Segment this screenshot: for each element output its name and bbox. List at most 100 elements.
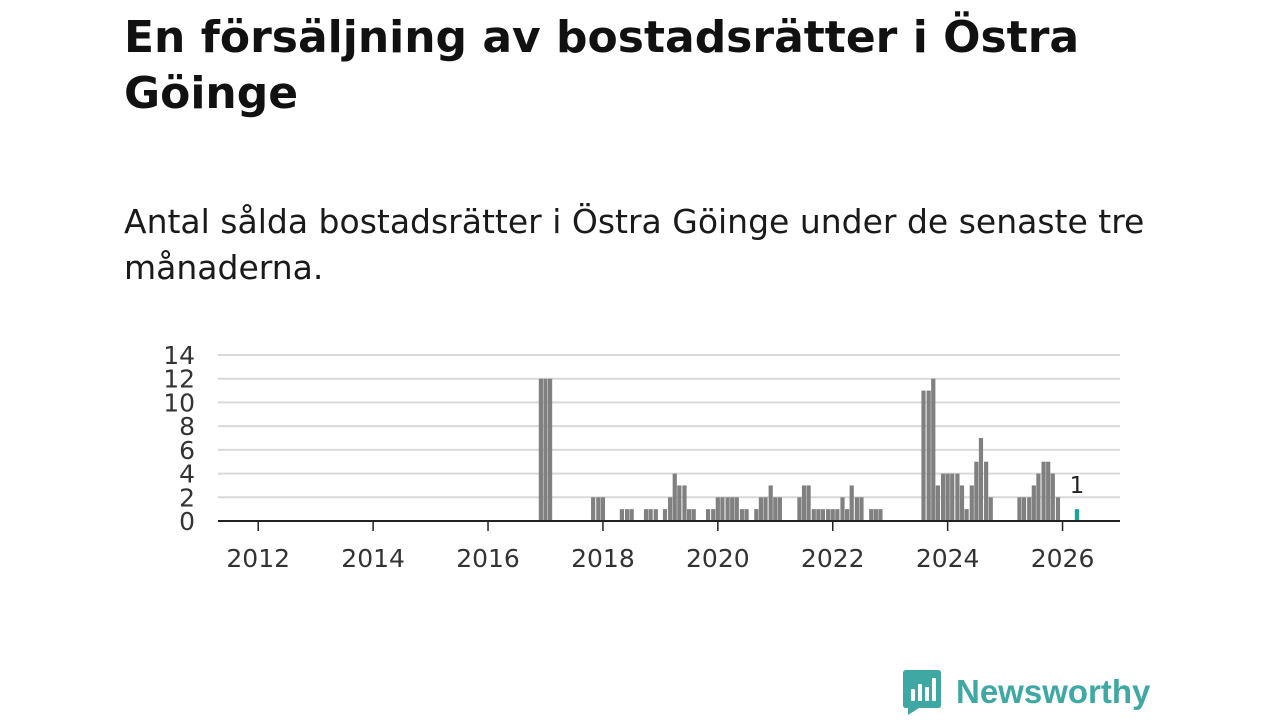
bar bbox=[1041, 461, 1046, 521]
bar bbox=[1046, 461, 1051, 521]
bar bbox=[547, 378, 553, 521]
annotations: 1 bbox=[1068, 471, 1087, 501]
bar bbox=[1027, 497, 1032, 521]
bar bbox=[653, 509, 658, 521]
y-tick-label: 8 bbox=[179, 412, 195, 441]
bar bbox=[691, 509, 696, 521]
page-title: En försäljning av bostadsrätter i Östra … bbox=[124, 12, 1080, 119]
x-tick-label: 2020 bbox=[686, 544, 750, 573]
bar bbox=[668, 497, 673, 521]
y-tick-label: 14 bbox=[163, 341, 195, 370]
bars bbox=[538, 378, 1080, 521]
y-tick-label: 6 bbox=[179, 436, 195, 465]
x-tick-label: 2024 bbox=[916, 544, 980, 573]
bar bbox=[854, 497, 859, 521]
bar bbox=[777, 497, 782, 521]
bar bbox=[921, 390, 926, 521]
bar bbox=[826, 509, 831, 521]
y-tick-label: 0 bbox=[179, 507, 195, 536]
bar bbox=[543, 378, 548, 521]
chart-subtitle: Antal sålda bostadsrätter i Östra Göinge… bbox=[124, 202, 1145, 287]
bar bbox=[677, 485, 682, 521]
bar-latest bbox=[1074, 509, 1080, 521]
bar bbox=[955, 473, 960, 521]
bar bbox=[816, 509, 821, 521]
bar bbox=[950, 473, 955, 521]
bar bbox=[940, 473, 946, 521]
x-tick-label: 2022 bbox=[801, 544, 865, 573]
bar-chart-speech-bubble-icon bbox=[903, 670, 941, 715]
bar bbox=[811, 509, 816, 521]
bar bbox=[725, 497, 730, 521]
bar bbox=[974, 461, 979, 521]
bar bbox=[739, 509, 745, 521]
bar bbox=[931, 378, 936, 521]
bar bbox=[978, 438, 984, 521]
bar bbox=[959, 485, 965, 521]
bar bbox=[643, 509, 649, 521]
x-tick-label: 2016 bbox=[456, 544, 520, 573]
bar bbox=[619, 509, 624, 521]
bar bbox=[720, 497, 725, 521]
bar bbox=[711, 509, 716, 521]
bar bbox=[744, 509, 749, 521]
x-axis-ticks: 2012 2014 2016 2018 2020 2022 2024 2026 bbox=[226, 521, 1094, 573]
bar bbox=[1036, 473, 1041, 521]
x-tick-label: 2012 bbox=[226, 544, 290, 573]
bar bbox=[845, 509, 850, 521]
bar bbox=[730, 497, 735, 521]
bar bbox=[820, 509, 826, 521]
bar bbox=[878, 509, 883, 521]
grid-lines bbox=[218, 354, 1120, 499]
bar bbox=[984, 461, 989, 521]
bar bbox=[715, 497, 720, 521]
bar bbox=[662, 509, 668, 521]
bar bbox=[538, 378, 543, 521]
bar bbox=[773, 497, 778, 521]
bar bbox=[1017, 497, 1022, 521]
bar bbox=[682, 485, 687, 521]
bar bbox=[672, 473, 677, 521]
y-tick-label: 2 bbox=[179, 483, 195, 512]
bar bbox=[648, 509, 653, 521]
bar bbox=[806, 485, 811, 521]
bar bbox=[835, 509, 840, 521]
bar bbox=[830, 509, 835, 521]
bar bbox=[926, 390, 931, 521]
bar bbox=[1021, 497, 1027, 521]
bar bbox=[768, 485, 773, 521]
bar bbox=[801, 485, 807, 521]
bar bbox=[600, 497, 606, 521]
y-tick-label: 10 bbox=[163, 388, 195, 417]
bar bbox=[1050, 473, 1055, 521]
bar bbox=[629, 509, 634, 521]
bar bbox=[596, 497, 601, 521]
x-tick-label: 2026 bbox=[1031, 544, 1095, 573]
bar bbox=[969, 485, 974, 521]
bar bbox=[754, 509, 759, 521]
x-tick-label: 2014 bbox=[341, 544, 405, 573]
y-tick-label: 4 bbox=[179, 460, 195, 489]
bar bbox=[705, 509, 711, 521]
x-tick-label: 2018 bbox=[571, 544, 635, 573]
bar bbox=[873, 509, 878, 521]
bar bbox=[624, 509, 630, 521]
newsworthy-logo: Newsworthy bbox=[902, 668, 1150, 716]
data-label: 1 bbox=[1070, 473, 1085, 499]
bar bbox=[734, 497, 739, 521]
bar bbox=[859, 497, 864, 521]
bar bbox=[763, 497, 768, 521]
bar bbox=[758, 497, 764, 521]
bar bbox=[945, 473, 950, 521]
bar bbox=[591, 497, 596, 521]
y-tick-label: 12 bbox=[163, 365, 195, 394]
bar bbox=[1031, 485, 1036, 521]
bar bbox=[869, 509, 874, 521]
bar bbox=[964, 509, 969, 521]
brand-name: Newsworthy bbox=[956, 673, 1151, 710]
bar bbox=[935, 485, 940, 521]
bar bbox=[1055, 497, 1061, 521]
bar bbox=[797, 497, 802, 521]
bar bbox=[687, 509, 692, 521]
